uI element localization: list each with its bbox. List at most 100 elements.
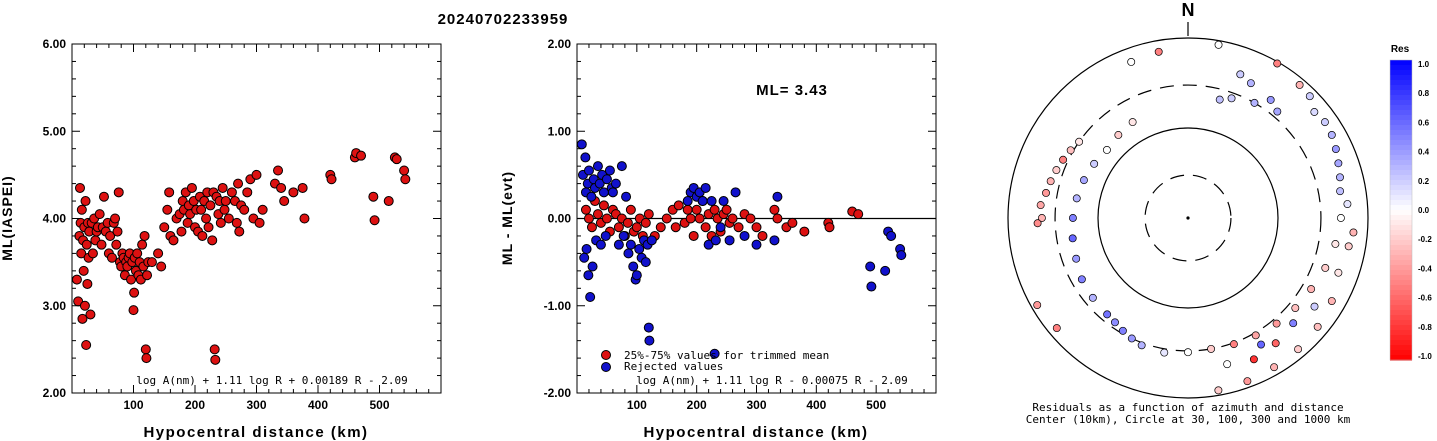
panel2-point-s1: [607, 187, 618, 198]
station-residual-point: [1251, 331, 1260, 340]
colorbar-segment: [1390, 285, 1412, 291]
colorbar-segment: [1390, 195, 1412, 201]
station-residual-point: [1072, 194, 1081, 203]
panel1-point: [80, 196, 91, 207]
colorbar-segment: [1390, 110, 1412, 116]
panel2-point-s1: [587, 261, 598, 272]
station-residual-point: [1310, 302, 1319, 311]
colorbar-tick-label: 0.0: [1418, 206, 1430, 215]
panel1-y-tick-label: 3.00: [43, 299, 67, 313]
colorbar-segment: [1390, 60, 1412, 66]
panel1-point: [326, 174, 337, 185]
panel2-point-s0: [643, 209, 654, 220]
colorbar-segment: [1390, 315, 1412, 321]
panel2-point-s1: [644, 335, 655, 346]
panel2-point-s0: [685, 213, 696, 224]
panel2-point-s1: [709, 348, 720, 359]
epicenter-dot: [1186, 216, 1190, 220]
station-residual-point: [1033, 219, 1042, 228]
panel2-point-s0: [592, 209, 603, 220]
colorbar-segment: [1390, 165, 1412, 171]
station-residual-point: [1271, 339, 1280, 348]
colorbar-segment: [1390, 80, 1412, 86]
panel1-point: [85, 309, 96, 320]
north-label: N: [1182, 0, 1195, 20]
panel1-point: [141, 353, 152, 364]
colorbar-segment: [1390, 320, 1412, 326]
panel1-point: [162, 204, 173, 215]
panel2-point-s0: [682, 204, 693, 215]
colorbar-segment: [1390, 260, 1412, 266]
panel2-point-s0: [661, 213, 672, 224]
panel1-point: [279, 196, 290, 207]
colorbar-segment: [1390, 70, 1412, 76]
panel1-point: [98, 191, 109, 202]
panel2-point-s0: [688, 230, 699, 241]
panel1-point: [140, 344, 151, 355]
panel2-point-s0: [673, 200, 684, 211]
panel1-point: [369, 215, 380, 226]
panel1-x-tick-label: 200: [185, 398, 205, 412]
panel1-point: [210, 354, 221, 365]
panel2-x-tick-label: 500: [866, 398, 886, 412]
panel1-point: [159, 222, 170, 233]
panel1-point: [129, 287, 140, 298]
colorbar-gradient: [1389, 59, 1413, 361]
station-residual-point: [1289, 319, 1298, 328]
station-residual-point: [1033, 301, 1042, 310]
panel1-point: [399, 165, 410, 176]
panel1-point: [226, 187, 237, 198]
panel2-point-s1: [583, 270, 594, 281]
panel1-point: [239, 204, 250, 215]
colorbar-segment: [1390, 115, 1412, 121]
station-residual-point: [1059, 155, 1068, 164]
colorbar-segment: [1390, 240, 1412, 246]
panel2-point-s1: [724, 235, 735, 246]
panel1-point: [356, 150, 367, 161]
panel2-point-s1: [700, 182, 711, 193]
colorbar-segment: [1390, 155, 1412, 161]
legend-label-rejected: Rejected values: [624, 360, 723, 373]
panel1-y-ticks: 2.00 3.00 4.00 5.00 6.00: [43, 37, 441, 400]
colorbar-segment: [1390, 135, 1412, 141]
ml-annotation: ML= 3.43: [756, 82, 828, 99]
colorbar-segment: [1390, 350, 1412, 356]
panel1-point: [76, 248, 87, 259]
panel2-point-s0: [694, 213, 705, 224]
panel2-point-s0: [745, 213, 756, 224]
colorbar-tick-label: -0.4: [1418, 264, 1432, 273]
panel2-point-s1: [583, 165, 594, 176]
panel2-point-s1: [715, 222, 726, 233]
panel2-point-s1: [643, 322, 654, 333]
panel2-point-s0: [580, 204, 591, 215]
station-residual-point: [1072, 254, 1081, 263]
station-residual-point: [1214, 40, 1223, 49]
panel1-x-tick-label: 400: [308, 398, 328, 412]
panel1-point: [215, 217, 226, 228]
panel2-point-s0: [787, 217, 798, 228]
panel1-point: [207, 235, 218, 246]
colorbar-segment: [1390, 330, 1412, 336]
panel1-point: [391, 154, 402, 165]
panel1-point: [209, 344, 220, 355]
colorbar-segment: [1390, 125, 1412, 131]
panel1-point: [126, 274, 137, 285]
colorbar-segment: [1390, 205, 1412, 211]
panel2-point-s0: [613, 222, 624, 233]
panel2-point-s1: [585, 292, 596, 303]
station-residual-point: [1249, 355, 1258, 364]
colorbar-segment: [1390, 345, 1412, 351]
station-residual-point: [1331, 145, 1340, 153]
panel2-point-s1: [718, 196, 729, 207]
colorbar-segment: [1390, 265, 1412, 271]
panel1-points: [71, 148, 411, 365]
panel1-point: [299, 213, 310, 224]
station-residual-point: [1266, 95, 1275, 104]
panel1-point: [242, 187, 253, 198]
figure-title: 20240702233959: [438, 11, 569, 28]
station-residual-point: [1272, 319, 1281, 328]
panel2-point-s0: [691, 204, 702, 215]
colorbar-segment: [1390, 340, 1412, 346]
panel1-point: [142, 270, 153, 281]
